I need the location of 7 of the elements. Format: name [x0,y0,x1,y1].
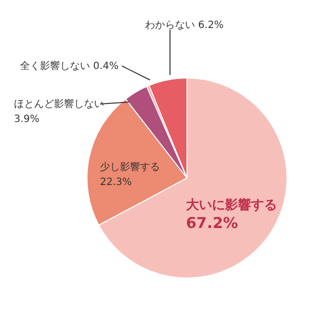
slice-label: 全く影響しない 0.4% [20,60,119,72]
slice-label: 大いに影響する [186,197,277,213]
data-label: 67.2% [186,214,238,232]
slice-label: 少し影響する [100,161,160,173]
data-label: 22.3% [100,177,132,188]
slice-label: わからない 6.2% [145,20,224,31]
data-label: 3.9% [14,114,40,125]
